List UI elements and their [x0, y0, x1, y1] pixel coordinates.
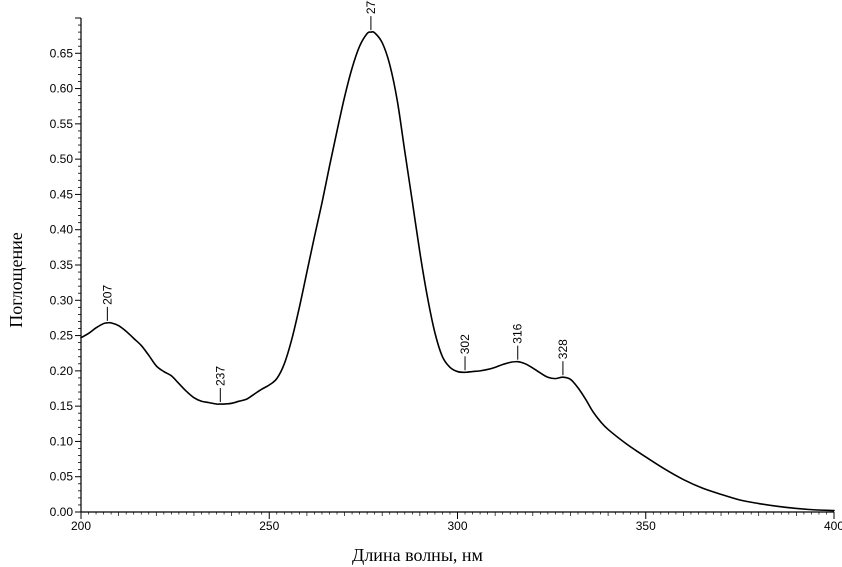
x-tick-label: 300: [447, 519, 467, 533]
y-tick-label: 0.40: [50, 223, 74, 237]
y-tick-label: 0.55: [50, 117, 74, 131]
y-tick-label: 0.15: [50, 399, 74, 413]
x-axis-title: Длина волны, нм: [352, 545, 483, 565]
x-tick-label: 400: [824, 519, 842, 533]
y-tick-label: 0.35: [50, 258, 74, 272]
y-tick-label: 0.20: [50, 364, 74, 378]
y-tick-label: 0.50: [50, 152, 74, 166]
x-tick-label: 250: [259, 519, 279, 533]
x-tick-label: 350: [636, 519, 656, 533]
peak-label: 237: [213, 366, 227, 386]
peak-label: 302: [458, 334, 472, 354]
peak-label: 277: [364, 0, 378, 14]
peak-label: 207: [100, 285, 114, 305]
y-axis-title: Поглощение: [6, 232, 26, 328]
y-tick-label: 0.10: [50, 434, 74, 448]
y-tick-label: 0.45: [50, 187, 74, 201]
y-tick-label: 0.65: [50, 46, 74, 60]
y-tick-label: 0.30: [50, 293, 74, 307]
y-tick-label: 0.05: [50, 470, 74, 484]
y-tick-label: 0.60: [50, 82, 74, 96]
x-tick-label: 200: [71, 519, 91, 533]
peak-label: 328: [556, 339, 570, 359]
y-tick-label: 0.00: [50, 505, 74, 519]
y-tick-label: 0.25: [50, 329, 74, 343]
peak-label: 316: [511, 323, 525, 343]
spectrum-series-line: [80, 30, 835, 512]
